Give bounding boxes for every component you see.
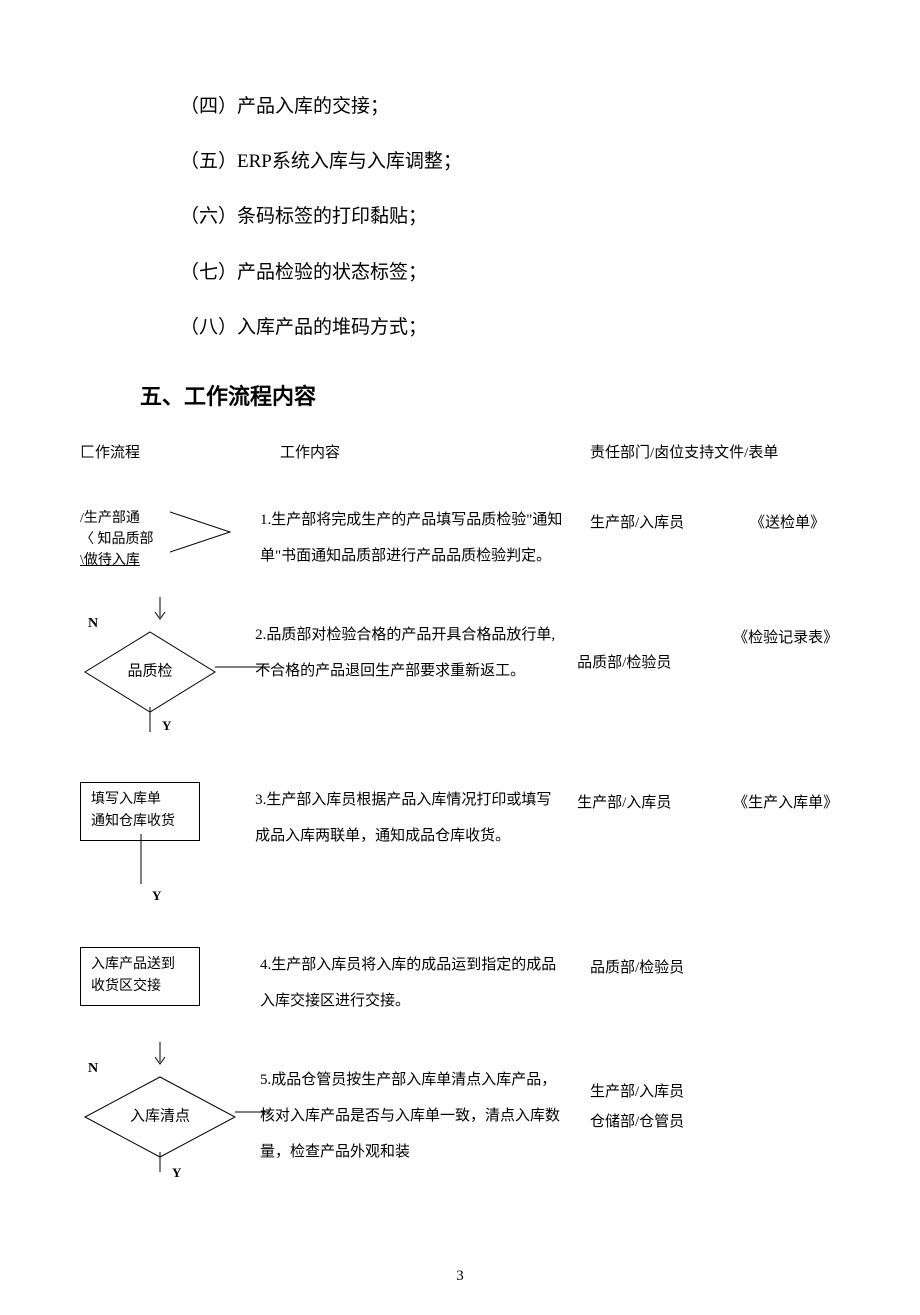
node-text: /生产部通 [80,508,160,529]
content-text: 5.成品仓管员按生产部入库单清点入库产品，核对入库产品是否与入库单一致，清点入库… [260,1062,590,1170]
flowchart-process: 填写入库单 通知仓库收货 [80,782,200,841]
table-row: 填写入库单 通知仓库收货 Y 3.生产部入库员根据产品入库情况打印或填写成品入库… [70,782,850,912]
flowchart-decision: 品质检 Y [80,622,220,722]
dept-text: 生产部/入库员 [577,782,733,820]
node-text: 通知仓库收货 [91,811,189,833]
node-text: \做待入库 [80,550,160,571]
dept-text: 生产部/入库员 仓储部/仓管员 [590,1062,750,1137]
y-label: Y [162,712,171,741]
list-item: （五）ERP系统入库与入库调整； [180,135,850,188]
table-header-row: 匚作流程 工作内容 责任部门/卤位支持文件/表单 [70,441,850,462]
dept-text: 生产部/入库员 [590,502,750,540]
flowchart-connector [149,707,151,732]
doc-text: 《生产入库单》 [733,782,850,820]
doc-text [750,947,850,952]
numbered-list: （四）产品入库的交接； （五）ERP系统入库与入库调整； （六）条码标签的打印黏… [180,80,850,354]
flow-cell: /生产部通 〈 知品质部 \做待入库 [70,502,260,582]
flowchart-connector [235,1111,275,1113]
flow-cell: N 品质检 Y [70,617,255,747]
doc-text: 《送检单》 [750,502,850,540]
node-text: 收货区交接 [91,976,189,998]
content-text: 1.生产部将完成生产的产品填写品质检验"通知单"书面通知品质部进行产品品质检验判… [260,502,590,574]
node-text: 〈 知品质部 [80,529,160,550]
dept-text: 品质部/检验员 [577,617,733,680]
doc-text [750,1062,850,1067]
header-content: 工作内容 [260,441,590,462]
section-title: 五、工作流程内容 [140,379,850,411]
node-label: 品质检 [127,655,172,688]
flow-cell: 入库产品送到 收货区交接 [70,947,260,1027]
arrow-down-icon [150,1042,170,1067]
content-text: 4.生产部入库员将入库的成品运到指定的成品入库交接区进行交接。 [260,947,590,1019]
node-label: 入库清点 [130,1100,190,1133]
content-text: 3.生产部入库员根据产品入库情况打印或填写成品入库两联单，通知成品仓库收货。 [255,782,577,854]
flowchart-terminator: /生产部通 〈 知品质部 \做待入库 [70,502,170,577]
y-label: Y [152,882,161,911]
dept-text: 品质部/检验员 [590,947,750,985]
y-label: Y [172,1159,181,1188]
flow-cell: 填写入库单 通知仓库收货 Y [70,782,255,912]
doc-text: 《检验记录表》 [733,617,850,655]
flowchart-connector [215,666,275,668]
table-row: N 品质检 Y 2.品质部对检验合格的产品开具合格品放行单,不合格的产品退回生产… [70,617,850,747]
flowchart-connector [170,502,250,562]
node-text: 入库产品送到 [91,954,189,976]
list-item: （四）产品入库的交接； [180,80,850,133]
arrow-down-icon [150,597,170,622]
table-row: 入库产品送到 收货区交接 4.生产部入库员将入库的成品运到指定的成品入库交接区进… [70,947,850,1027]
workflow-table: 匚作流程 工作内容 责任部门/卤位支持文件/表单 /生产部通 〈 知品质部 \做… [70,441,850,1182]
node-text: 填写入库单 [91,789,189,811]
flowchart-process: 入库产品送到 收货区交接 [80,947,200,1006]
flowchart-connector [159,1152,161,1172]
header-flow: 匚作流程 [70,441,260,462]
content-text: 2.品质部对检验合格的产品开具合格品放行单,不合格的产品退回生产部要求重新返工。 [255,617,577,689]
list-item: （七）产品检验的状态标签； [180,246,850,299]
table-row: N 入库清点 Y 5.成品仓管员按生产部入库单清点入库产品，核对入库产品是否与入… [70,1062,850,1182]
flow-cell: N 入库清点 Y [70,1062,260,1182]
flowchart-decision: 入库清点 Y [80,1067,240,1167]
flowchart-connector [140,834,142,884]
list-item: （八）入库产品的堆码方式； [180,301,850,354]
list-item: （六）条码标签的打印黏贴； [180,190,850,243]
page-number: 3 [456,1268,464,1285]
table-row: /生产部通 〈 知品质部 \做待入库 1.生产部将完成生产的产品填写品质检验"通… [70,502,850,582]
header-dept-doc: 责任部门/卤位支持文件/表单 [590,441,850,462]
